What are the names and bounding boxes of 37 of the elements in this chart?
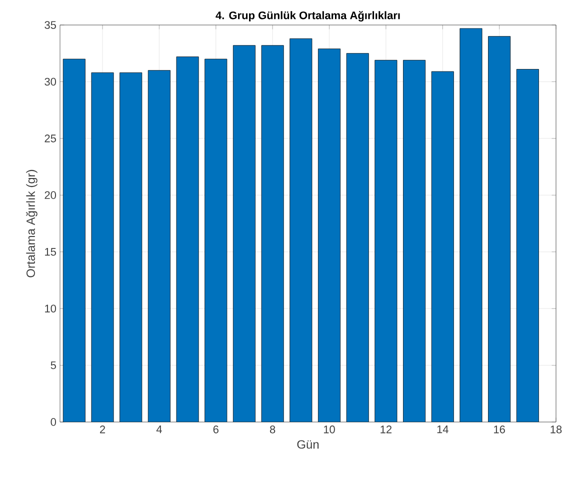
y-tick-label: 15: [45, 248, 56, 256]
bar: [148, 70, 170, 422]
bar: [403, 60, 426, 422]
y-tick-label: 30: [44, 78, 56, 86]
x-tick-label: 12: [380, 426, 392, 434]
x-tick-label: 18: [550, 426, 562, 434]
y-tick-label: 25: [44, 134, 56, 142]
y-tick-label: 10: [45, 304, 56, 312]
bar: [232, 45, 256, 422]
x-tick-label: 10: [324, 426, 335, 434]
x-tick-label: 6: [213, 426, 218, 434]
x-tick-label: 14: [437, 426, 448, 434]
bar: [516, 69, 539, 422]
y-axis-title: Ortalama Ağırlık (gr): [26, 170, 38, 278]
x-tick-label: 4: [156, 426, 162, 434]
bar: [261, 45, 284, 422]
x-tick-label: 8: [270, 426, 276, 434]
bar: [346, 53, 369, 422]
bar: [318, 48, 341, 422]
bar: [62, 58, 86, 422]
x-tick-label: 16: [494, 426, 505, 434]
y-tick-label: 0: [50, 418, 56, 426]
bar: [460, 28, 482, 422]
bar: [290, 38, 312, 422]
bar: [488, 36, 511, 422]
x-axis-title: Gün: [297, 440, 319, 449]
y-tick-label: 20: [44, 191, 56, 200]
bar: [120, 72, 142, 422]
bar: [176, 56, 199, 422]
bar: [374, 60, 398, 422]
y-tick-label: 5: [50, 361, 56, 370]
x-tick-label: 2: [100, 426, 106, 434]
y-tick-label: 35: [44, 21, 56, 29]
bar: [431, 71, 454, 422]
bar: [91, 72, 114, 422]
chart-title: 4. Grup Günlük Ortalama Ağırlıkları: [216, 11, 400, 22]
bar: [204, 58, 228, 422]
